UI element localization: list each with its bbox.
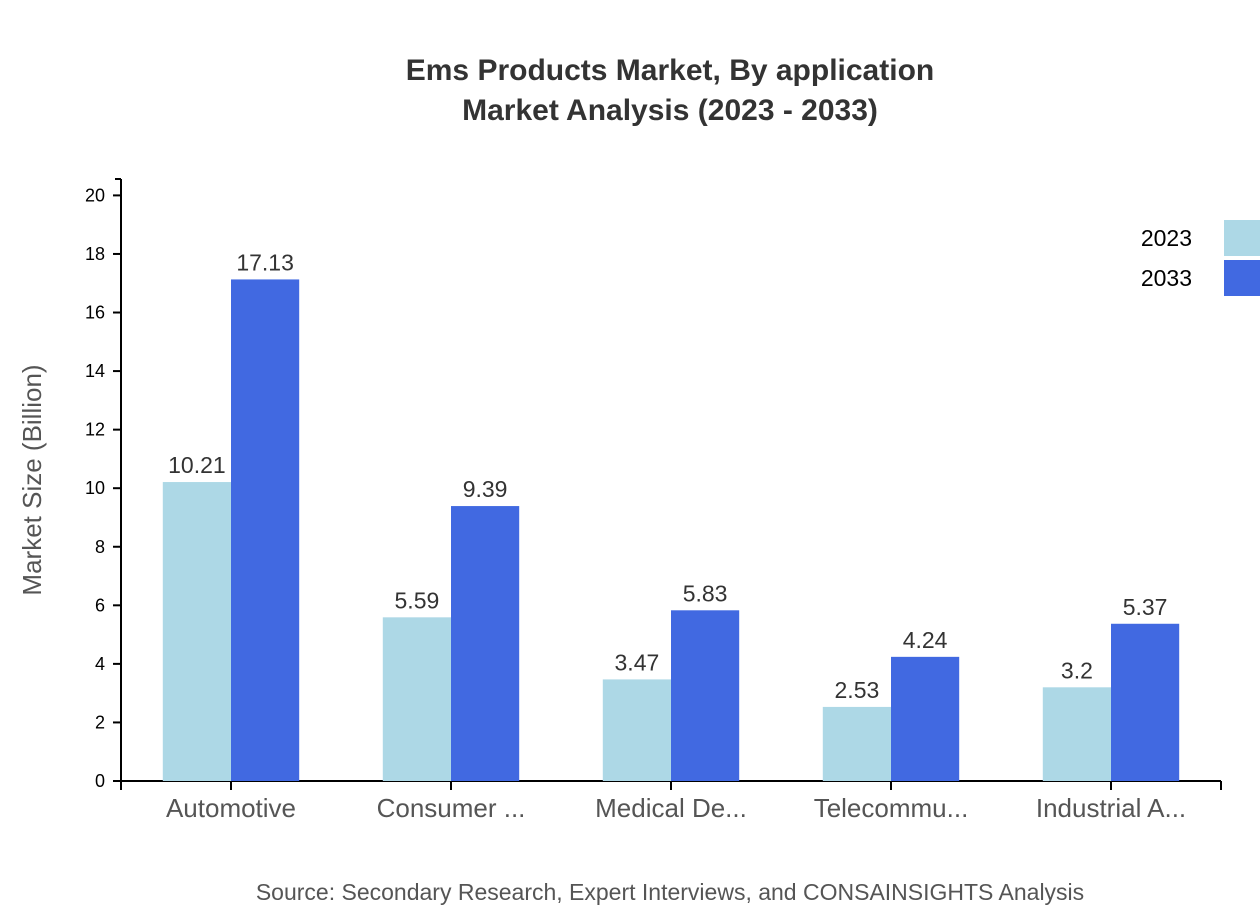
x-tick-label: Automotive xyxy=(166,793,296,823)
legend: 2023 2033 xyxy=(1141,220,1260,296)
legend-swatch xyxy=(1224,220,1260,256)
bar-2033 xyxy=(231,279,300,781)
chart-title: Ems Products Market, By application xyxy=(406,54,934,87)
legend-swatch xyxy=(1224,260,1260,296)
data-label: 5.83 xyxy=(683,580,728,606)
x-tick-label: Industrial A... xyxy=(1036,793,1186,823)
chart-subtitle: Market Analysis (2023 - 2033) xyxy=(462,94,878,127)
legend-label: 2033 xyxy=(1141,265,1192,291)
y-tick-label: 6 xyxy=(95,595,105,615)
data-label: 17.13 xyxy=(236,249,294,275)
bar-2023 xyxy=(822,706,891,781)
data-label: 3.47 xyxy=(615,649,660,675)
y-tick-label: 12 xyxy=(85,420,105,440)
data-label: 3.2 xyxy=(1061,657,1093,683)
bar-2033 xyxy=(451,506,520,781)
source-note: Source: Secondary Research, Expert Inter… xyxy=(256,879,1084,905)
data-label: 4.24 xyxy=(903,627,948,653)
y-tick-label: 8 xyxy=(95,537,105,557)
y-tick-label: 10 xyxy=(85,478,105,498)
x-tick-label: Telecommu... xyxy=(814,793,969,823)
plot-area: 0 2 4 6 8 10 12 14 16 18 20 Automotive 10.21 17.13 Con… xyxy=(85,178,1222,823)
y-axis-label: Market Size (Billion) xyxy=(17,364,47,595)
y-tick-label: 18 xyxy=(85,244,105,264)
data-label: 5.59 xyxy=(395,587,440,613)
x-tick-label: Consumer ... xyxy=(377,793,526,823)
bar-2023 xyxy=(602,679,671,781)
data-label: 10.21 xyxy=(168,452,226,478)
bar-2033 xyxy=(891,656,960,781)
y-tick-label: 16 xyxy=(85,303,105,323)
data-label: 2.53 xyxy=(835,677,880,703)
y-tick-label: 0 xyxy=(95,771,105,791)
bar-2023 xyxy=(162,482,231,781)
bar-2023 xyxy=(1042,687,1111,781)
data-label: 9.39 xyxy=(463,476,508,502)
y-tick-label: 14 xyxy=(85,361,105,381)
bar-2033 xyxy=(1111,623,1180,781)
bar-2033 xyxy=(671,610,740,781)
x-tick-label: Medical De... xyxy=(595,793,747,823)
bar-2023 xyxy=(382,617,451,781)
y-tick-label: 20 xyxy=(85,185,105,205)
y-tick-label: 4 xyxy=(95,654,105,674)
y-tick-label: 2 xyxy=(95,712,105,732)
data-label: 5.37 xyxy=(1123,594,1168,620)
legend-label: 2023 xyxy=(1141,225,1192,251)
